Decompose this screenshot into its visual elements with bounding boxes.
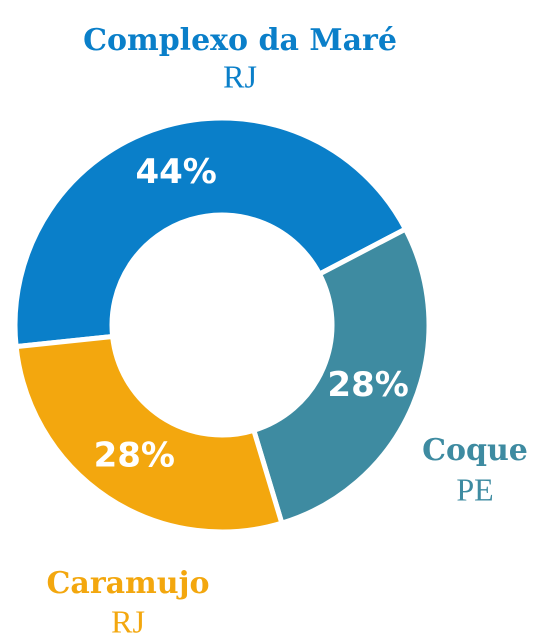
category-label: Complexo da Maré: [83, 23, 397, 58]
value-label: 28%: [327, 365, 408, 405]
value-label: 28%: [94, 436, 175, 476]
donut-segment: [13, 333, 285, 535]
category-label: Caramujo: [47, 566, 210, 601]
donut-segment: [250, 225, 432, 527]
region-label: RJ: [111, 603, 145, 639]
category-label: Coque: [422, 433, 528, 468]
region-label: PE: [456, 471, 493, 507]
region-label: RJ: [223, 58, 257, 94]
donut-segment: [12, 115, 409, 350]
value-label: 44%: [135, 152, 216, 192]
